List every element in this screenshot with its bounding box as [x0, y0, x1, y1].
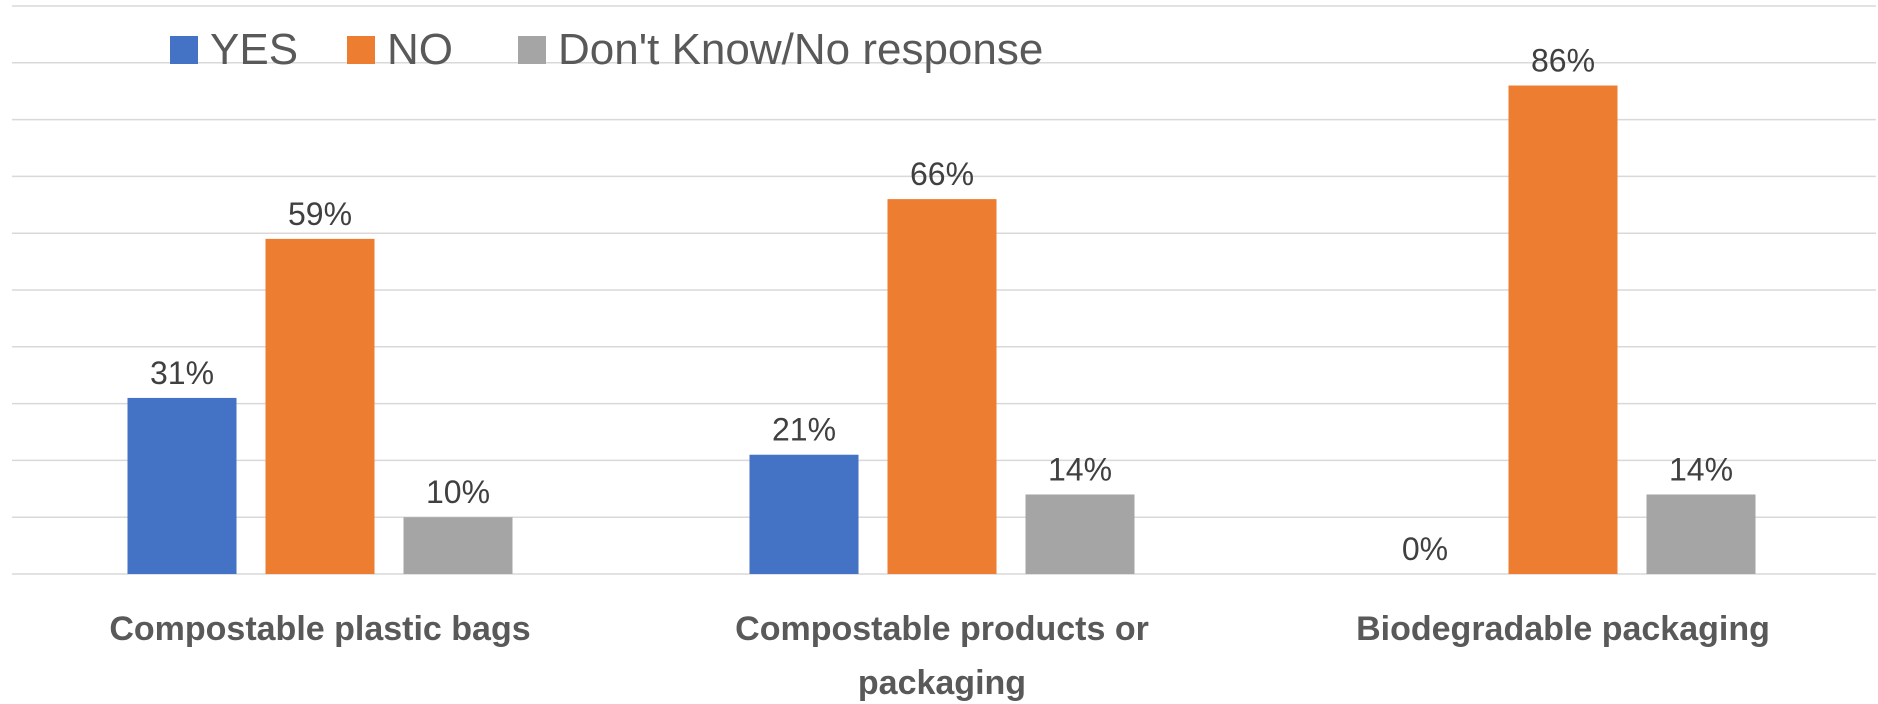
bars	[127, 85, 1756, 575]
bar	[887, 199, 997, 574]
legend-swatch	[518, 36, 546, 64]
bar	[127, 397, 237, 574]
category-label: Compostable products or	[735, 610, 1149, 648]
bar	[1025, 494, 1135, 574]
bar	[1508, 85, 1618, 575]
legend-swatch	[347, 36, 375, 64]
bar	[403, 517, 513, 574]
bar	[1646, 494, 1756, 574]
data-labels: 31% 21% 0% 59% 66% 86% 10% 14% 14%	[150, 43, 1733, 567]
category-label: Biodegradable packaging	[1356, 610, 1770, 648]
category-label: packaging	[858, 664, 1026, 702]
data-label: 31%	[150, 355, 214, 391]
legend-label: YES	[210, 25, 298, 74]
data-label: 14%	[1048, 451, 1112, 487]
data-label: 10%	[426, 474, 490, 510]
data-label: 66%	[910, 156, 974, 192]
legend-label: NO	[387, 25, 453, 74]
category-labels: Compostable plastic bags Compostable prod…	[109, 610, 1770, 702]
data-label: 21%	[772, 412, 836, 448]
legend-label: Don't Know/No response	[558, 25, 1043, 74]
data-label: 0%	[1402, 531, 1448, 567]
legend: YES NO Don't Know/No response	[170, 25, 1043, 74]
bar	[749, 454, 859, 574]
bar	[265, 238, 375, 574]
data-label: 86%	[1531, 43, 1595, 79]
legend-swatch	[170, 36, 198, 64]
data-label: 14%	[1669, 451, 1733, 487]
category-label: Compostable plastic bags	[109, 610, 530, 648]
data-label: 59%	[288, 196, 352, 232]
